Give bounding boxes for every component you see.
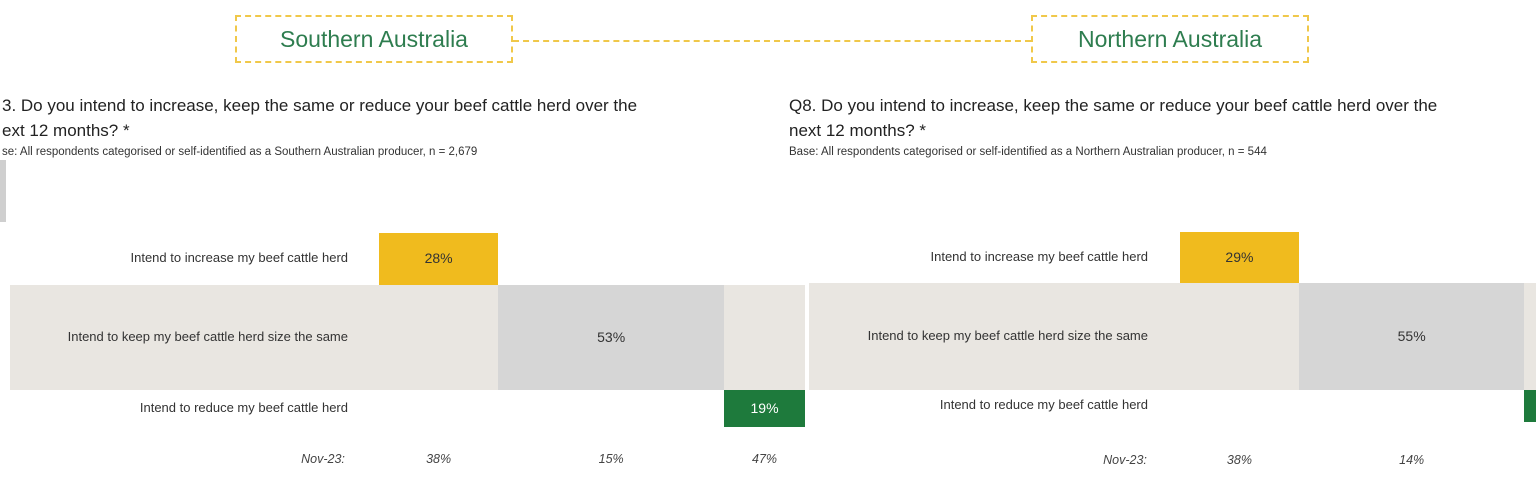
south-comparison-value-reduce: 47% <box>752 452 778 466</box>
scroll-indicator <box>0 160 6 222</box>
north-category-label-increase: Intend to increase my beef cattle herd <box>930 248 1148 264</box>
header-connector-line <box>513 40 1031 42</box>
south-comparison-value-increase: 38% <box>426 452 452 466</box>
south-comparison-label: Nov-23: <box>301 452 345 466</box>
south-value-label-reduce: 19% <box>750 399 779 416</box>
south-value-label-same: 53% <box>597 328 626 345</box>
northern-australia-header: Northern Australia <box>1031 15 1309 63</box>
south-comparison-value-same: 15% <box>598 452 624 466</box>
south-question-line2: ext 12 months? * <box>2 121 130 140</box>
north-category-label-reduce: Intend to reduce my beef cattle herd <box>939 397 1148 412</box>
north-question-line1: Q8. Do you intend to increase, keep the … <box>789 96 1438 115</box>
south-question: 3. Do you intend to increase, keep the s… <box>2 93 637 143</box>
south-value-label-increase: 28% <box>424 250 453 266</box>
north-bar-same <box>1298 283 1525 390</box>
south-category-label-reduce: Intend to reduce my beef cattle herd <box>139 399 348 415</box>
north-value-label-reduce: 16% <box>1524 397 1536 413</box>
north-question: Q8. Do you intend to increase, keep the … <box>789 93 1437 143</box>
north-comparison-value-same: 14% <box>1399 453 1425 467</box>
north-comparison-label: Nov-23: <box>1103 453 1147 467</box>
south-bar-same <box>498 285 725 390</box>
north-question-line2: next 12 months? * <box>789 121 927 140</box>
north-value-label-same: 55% <box>1397 327 1426 344</box>
south-category-label-same: Intend to keep my beef cattle herd size … <box>67 328 348 344</box>
north-comparison-value-reduce: 48% <box>1527 453 1536 467</box>
south-bar-increase <box>379 233 499 285</box>
northern-australia-title: Northern Australia <box>1077 25 1263 52</box>
southern-australia-header: Southern Australia <box>235 15 513 63</box>
south-bar-reduce <box>724 390 805 427</box>
southern-australia-title: Southern Australia <box>280 25 468 52</box>
south-question-line1: 3. Do you intend to increase, keep the s… <box>2 96 638 115</box>
north-category-label-same: Intend to keep my beef cattle herd size … <box>867 327 1148 343</box>
north-base-note: Base: All respondents categorised or sel… <box>789 146 1267 158</box>
south-base-note: se: All respondents categorised or self-… <box>2 146 478 158</box>
north-bar-reduce <box>1524 390 1536 422</box>
north-comparison-value-increase: 38% <box>1226 453 1252 467</box>
south-category-label-increase: Intend to increase my beef cattle herd <box>130 250 348 265</box>
north-value-label-increase: 29% <box>1225 249 1254 265</box>
north-bar-increase <box>1180 232 1299 283</box>
